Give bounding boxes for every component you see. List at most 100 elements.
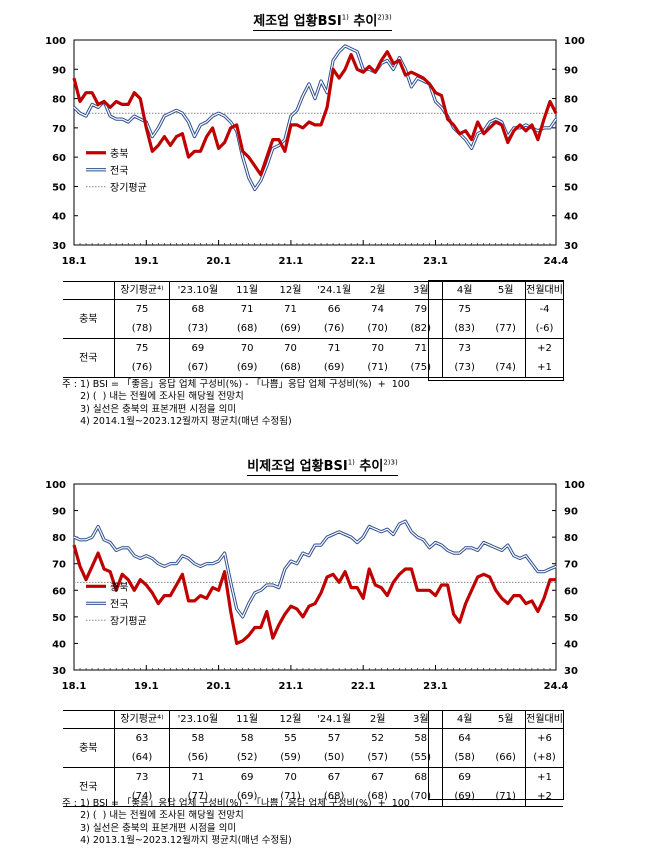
table-header-cell: '24.1월: [312, 281, 356, 300]
table-header-cell: 11월: [225, 710, 269, 729]
table-cell: (50): [312, 748, 356, 768]
series-line-chungbuk: [72, 50, 558, 177]
legend-label: 전국: [110, 165, 128, 177]
plot-frame: [73, 483, 557, 671]
table-cell: 58: [414, 733, 428, 744]
chart-title: 제조업 업황BSI1) 추이2)3): [253, 13, 392, 31]
x-tick-label: 20.1: [206, 681, 231, 692]
table-cell: +1: [525, 358, 563, 378]
table-header-corner: [63, 710, 115, 729]
table-row: 충북 63 58 58 55 57 52 58 64 +6: [63, 728, 563, 768]
table-cell: (-6): [525, 319, 563, 339]
table-header-cell: '23.10월: [169, 281, 226, 300]
table-cell: (74): [114, 787, 170, 807]
table-row: (64) (56) (52) (59) (50) (57) (55) (58) (66) (+8): [63, 748, 563, 768]
y-tick-label: 100: [45, 36, 66, 47]
table-cell: 71: [169, 767, 226, 787]
table-cell: (59): [268, 748, 313, 768]
y-tick-label: 70: [564, 124, 578, 135]
table-cell: 69: [169, 338, 226, 358]
table-cell: 71: [414, 343, 428, 354]
y-tick-label: 60: [52, 153, 66, 164]
y-tick-label: 90: [564, 65, 578, 76]
table-row: (78) (73) (68) (69) (76) (70) (82) (83) (77) (-6): [63, 319, 563, 339]
table-cell: 55: [284, 733, 297, 744]
table-cell: 73: [135, 772, 149, 783]
legend-label: 장기평균: [110, 615, 147, 627]
x-tick-label: 19.1: [134, 681, 159, 692]
table-cell: (56): [169, 748, 226, 768]
table-cell: 68: [414, 772, 428, 783]
table-cell: [486, 729, 526, 749]
table-cell: (70): [355, 319, 400, 339]
table-row: 전국 73 71 69 70 67 67 68 69 +1: [63, 767, 563, 807]
table-cell: 57: [327, 733, 341, 744]
table-cell: (58): [442, 748, 487, 768]
table-cell: (69): [225, 787, 269, 807]
series-line-chungbuk: [72, 544, 556, 646]
table-header-cell: 3월: [399, 710, 443, 729]
x-tick-label: 23.1: [423, 681, 448, 692]
table-cell: (71): [355, 358, 400, 378]
table-cell: (67): [169, 358, 226, 378]
table-header-cell: '24.1월: [312, 710, 356, 729]
table-cell: (+8): [525, 748, 563, 768]
x-tick-label: 22.1: [351, 681, 376, 692]
y-tick-label: 70: [564, 560, 578, 571]
y-tick-label: 90: [52, 65, 66, 76]
y-tick-label: 40: [564, 212, 578, 223]
table-header-cell: 5월: [486, 281, 526, 300]
y-tick-label: 70: [52, 560, 66, 571]
table-header-cell: 12월: [268, 281, 313, 300]
line-chart: 30 30 40 40 50 50 60 60 70 70 80 80 90 90 100 100 18.1 19…: [45, 480, 585, 692]
chart-title: 비제조업 업황BSI1) 추이2)3): [247, 458, 398, 476]
table-header-cell: 전월대비: [525, 281, 563, 300]
table-cell: 66: [327, 304, 341, 315]
y-tick-label: 30: [52, 241, 66, 252]
table-cell: 70: [284, 772, 297, 783]
x-tick-label: 18.1: [62, 681, 87, 692]
y-tick-label: 50: [52, 182, 66, 193]
table-cell: 74: [371, 304, 384, 315]
table-cell: (75): [399, 358, 443, 378]
table-header-cell: 전월대비: [525, 710, 563, 729]
series-line-national-inner: [73, 45, 557, 190]
table-region-cell: 충북: [63, 728, 115, 768]
table-cell: (77): [169, 787, 226, 807]
table-cell: (68): [355, 787, 400, 807]
table-cell: (73): [442, 358, 487, 378]
line-chart: 30 30 40 40 50 50 60 60 70 70 80 80 90 90 100 100 18.1 19…: [45, 36, 585, 267]
table-region-cell: 전국: [63, 338, 115, 378]
y-tick-label: 40: [52, 212, 66, 223]
table-cell: (77): [486, 319, 526, 339]
x-tick-label: 18.1: [62, 256, 87, 267]
table-cell: 68: [169, 299, 226, 319]
bsi-table: 장기평균⁴⁾ '23.10월 11월 12월 '24.1월 2월 3월 4월 5월 전월대비 충북 7…: [63, 281, 563, 378]
y-tick-label: 50: [564, 182, 578, 193]
table-cell: 70: [284, 343, 297, 354]
table-cell: [486, 768, 526, 788]
table-cell: 71: [284, 304, 297, 315]
x-tick-label: 20.1: [206, 256, 231, 267]
table-cell: (69): [268, 319, 313, 339]
table-cell: 71: [327, 343, 341, 354]
y-tick-label: 30: [564, 666, 578, 677]
notes: 주 : 1) BSI = 「좋음」응답 업체 구성비(%) - 「나쁨」응답 업…: [62, 379, 410, 428]
y-tick-label: 80: [564, 533, 578, 544]
table-cell: (68): [225, 319, 269, 339]
y-tick-label: 80: [52, 533, 66, 544]
table-cell: +6: [525, 728, 563, 748]
table-cell: (78): [114, 319, 170, 339]
table-cell: 63: [135, 733, 149, 744]
y-tick-label: 30: [52, 666, 66, 677]
table-cell: (71): [486, 787, 526, 807]
table-cell: (68): [268, 358, 313, 378]
table-header-cell: 장기평균⁴⁾: [114, 281, 170, 300]
y-tick-label: 80: [52, 95, 66, 106]
table-header-cell: 3월: [399, 281, 443, 300]
table-cell: 70: [240, 343, 254, 354]
table-cell: (69): [442, 787, 487, 807]
y-tick-label: 90: [564, 507, 578, 518]
table-header-cell: 4월: [442, 710, 487, 729]
table-cell: (76): [114, 358, 170, 378]
